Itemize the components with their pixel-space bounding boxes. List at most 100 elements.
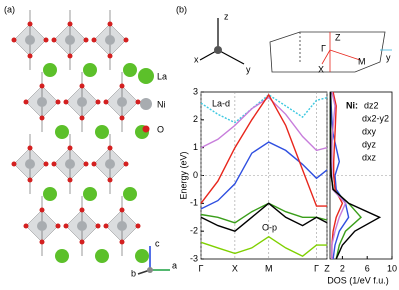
o-atom (79, 207, 85, 213)
o-atom (135, 223, 141, 229)
data-line (200, 141, 328, 210)
o-atom (107, 53, 113, 59)
ni-atom (117, 97, 127, 107)
la-atom (55, 125, 69, 139)
o-atom (95, 223, 101, 229)
data-line (200, 202, 328, 224)
crystal-structure (11, 10, 149, 263)
bz-label: X (318, 64, 324, 74)
axis-label: c (155, 238, 160, 248)
o-atom (103, 223, 109, 229)
x-tick-label: M (265, 263, 273, 273)
o-atom (67, 177, 73, 183)
data-line (200, 96, 328, 152)
data-line (329, 92, 382, 260)
ni-atom (25, 35, 35, 45)
panel-label: (a) (4, 4, 15, 14)
data-line (200, 93, 327, 207)
bz-label: M (358, 56, 366, 66)
legend-label: La (157, 71, 167, 81)
bz-label: Γ (321, 43, 326, 53)
data-line (331, 91, 344, 259)
o-atom (55, 99, 61, 105)
cartesian-axes (199, 18, 245, 65)
x-axis-label: DOS (1/eV f.u.) (327, 275, 389, 285)
la-atom (43, 187, 57, 201)
x-tick-label: 10 (387, 263, 397, 273)
data-line (200, 93, 328, 124)
panel-label: (b) (176, 4, 187, 14)
data-line (329, 91, 350, 260)
axis-label: a (172, 260, 177, 270)
o-atom (23, 99, 29, 105)
legend-label: O (157, 124, 164, 134)
axis-label: z (224, 11, 229, 21)
data-line (200, 202, 328, 232)
ni-atom (105, 159, 115, 169)
la-atom (55, 249, 69, 263)
legend-label: dz2 (364, 100, 379, 110)
o-atom (91, 161, 97, 167)
o-atom (27, 21, 33, 27)
legend-title: Ni: (346, 100, 358, 110)
x-tick-label: X (232, 263, 238, 273)
o-atom (63, 223, 69, 229)
legend-label: Ni (157, 99, 166, 109)
o-atom-icon (142, 125, 150, 133)
plot-frame (329, 91, 393, 260)
ni-atom (105, 35, 115, 45)
ni-atom (65, 159, 75, 169)
brillouin-zone (269, 31, 392, 73)
o-atom (123, 161, 129, 167)
o-atom (107, 145, 113, 151)
o-atom (79, 83, 85, 89)
o-atom (91, 37, 97, 43)
la-atom (123, 187, 137, 201)
data-line (200, 235, 327, 258)
legend-label: dx2-y2 (362, 113, 389, 123)
o-atom (39, 239, 45, 245)
y-tick-label: 0 (193, 170, 198, 180)
o-atom (123, 37, 129, 43)
y-tick-label: -2 (190, 226, 198, 236)
o-atom (67, 53, 73, 59)
ni-atom (37, 221, 47, 231)
ni-atom (37, 97, 47, 107)
la-atom-icon (138, 68, 154, 84)
o-atom (119, 239, 125, 245)
o-atom (135, 99, 141, 105)
o-atom (79, 239, 85, 245)
o-atom (27, 145, 33, 151)
la-atom (43, 63, 57, 77)
o-atom (39, 83, 45, 89)
o-atom (51, 37, 57, 43)
plot-frame (200, 91, 328, 260)
o-atom (83, 161, 89, 167)
o-atom (39, 207, 45, 213)
la-atom (123, 63, 137, 77)
o-atom (23, 223, 29, 229)
o-atom (119, 115, 125, 121)
o-atom (27, 177, 33, 183)
y-tick-label: 3 (193, 86, 198, 96)
o-atom (11, 161, 17, 167)
y-tick-label: -1 (190, 198, 198, 208)
y-tick-label: 2 (193, 114, 198, 124)
o-atom (107, 21, 113, 27)
ni-atom (25, 159, 35, 169)
o-atom (67, 21, 73, 27)
o-atom (79, 115, 85, 121)
o-atom (43, 161, 49, 167)
o-atom (63, 99, 69, 105)
o-atom (83, 37, 89, 43)
o-atom (11, 37, 17, 43)
axis-label: y (246, 64, 251, 74)
band-label: O-p (262, 222, 277, 232)
o-atom (51, 161, 57, 167)
ni-atom-icon (140, 98, 152, 110)
x-tick-label: Γ (314, 263, 319, 273)
legend-label: dxz (362, 152, 377, 162)
la-atom (95, 249, 109, 263)
o-atom (119, 83, 125, 89)
o-atom (67, 145, 73, 151)
